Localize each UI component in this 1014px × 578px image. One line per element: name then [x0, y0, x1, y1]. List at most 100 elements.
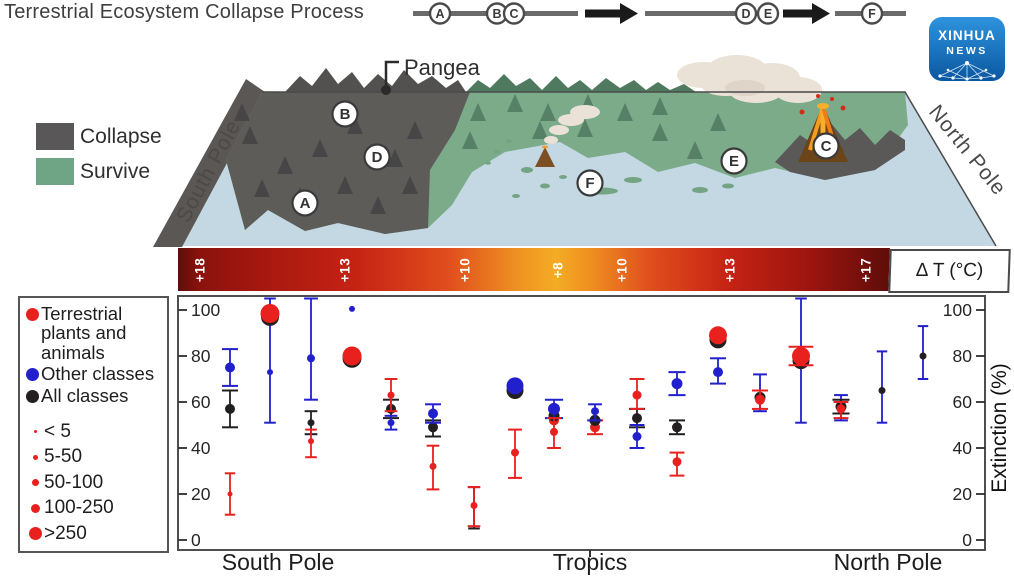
mountain-ridge-gray [285, 68, 466, 92]
left-tick-label: 80 [191, 346, 211, 366]
data-group [506, 377, 524, 479]
blue-data-point [267, 369, 273, 376]
blue-data-point [428, 408, 438, 419]
plot-frame [177, 295, 986, 551]
smoke-cloud [544, 136, 558, 144]
stage-letter: C [509, 7, 518, 21]
stage-letter: F [868, 7, 876, 21]
red-data-point [227, 491, 233, 497]
red-data-point [308, 438, 314, 445]
size-legend-item: 100-250 [26, 496, 163, 522]
colorbar-temp-label: +17 [858, 257, 874, 282]
colorbar-temp-label: +10 [457, 257, 473, 282]
marker-letter: E [729, 153, 739, 170]
marker-circle [331, 100, 359, 128]
extinction-axis-title: Extinction (%) [988, 363, 1011, 493]
data-group [425, 403, 441, 491]
data-group [629, 378, 645, 449]
series-legend-label: Terrestrial plants and animals [41, 303, 127, 363]
blue-data-point [713, 367, 723, 378]
size-legend-item: < 5 [26, 419, 163, 445]
marker-letter: F [585, 175, 594, 192]
data-group [383, 378, 399, 431]
map-marker-D: D [363, 143, 391, 171]
black-data-point [225, 403, 235, 414]
map-marker-E: E [720, 147, 748, 175]
forest-icon [402, 176, 418, 194]
stage-letter: D [741, 7, 750, 21]
series-legend-item: Other classes [26, 364, 163, 384]
timeline-arrow-icon [783, 3, 830, 24]
stage-circle [860, 2, 884, 25]
stage-circle [756, 2, 780, 25]
island [722, 183, 734, 189]
forest-icon [254, 179, 270, 197]
left-tick-label: 60 [191, 392, 211, 412]
red-data-point [470, 502, 478, 509]
forest-icon [347, 116, 363, 134]
marker-letter: C [821, 138, 832, 155]
data-group [222, 348, 238, 516]
data-group [832, 394, 850, 422]
timeline-stage-D: D [734, 2, 758, 25]
logo-background [929, 17, 1005, 81]
stage-circle [502, 2, 526, 25]
size-legend-item: 5-50 [26, 445, 163, 471]
data-group [668, 371, 686, 477]
island [559, 175, 567, 179]
island [521, 167, 533, 173]
data-group [587, 403, 603, 436]
red-data-point [755, 394, 765, 405]
pangea-callout-line [384, 60, 399, 88]
red-data-point [387, 391, 395, 399]
timeline-stage-B: B [485, 2, 509, 25]
delta-t-box: Δ T (°C) [888, 249, 1011, 293]
right-tick-label: 20 [953, 484, 973, 504]
logo-network-nodes [938, 61, 996, 81]
timeline-stage-A: A [428, 2, 452, 25]
island [624, 177, 642, 183]
stage-circle [428, 2, 452, 25]
forest-icon [370, 196, 386, 214]
red-data-point [836, 404, 846, 414]
blue-data-point [387, 419, 395, 427]
size-legend: < 5 5-50 50-100 100-250 >250 [26, 419, 163, 547]
data-group [342, 305, 362, 368]
map-marker-F: F [576, 169, 604, 197]
blue-data-point [671, 378, 683, 390]
map-legend-survive: Survive [36, 158, 162, 185]
right-tick-label: 40 [953, 438, 973, 458]
red-dot-icon [26, 307, 41, 321]
lava-splashes [799, 94, 846, 115]
black-data-point [428, 422, 438, 433]
left-tick-label: 100 [191, 300, 220, 320]
x-axis-label: South Pole [221, 549, 335, 575]
colorbar-temp-label: +18 [192, 257, 208, 282]
red-data-point [429, 462, 437, 470]
survive-swatch [36, 158, 74, 185]
red-data-point [709, 326, 727, 345]
island [506, 139, 512, 143]
extinction-scatter-plot: 0 0 20 20 40 40 60 60 80 80 100 100 [177, 295, 986, 557]
stage-letter: B [492, 7, 501, 21]
island [485, 161, 491, 165]
red-data-point [792, 347, 810, 365]
right-tick-label: 100 [943, 300, 972, 320]
map-marker-C: C [812, 132, 840, 160]
size-legend-label: < 5 [44, 420, 71, 442]
blue-data-point [506, 377, 524, 395]
forest-icon [652, 97, 668, 115]
size-dot-icon [26, 527, 44, 541]
map-marker-B: B [331, 100, 359, 128]
blue-data-point [349, 305, 355, 312]
survive-label: Survive [80, 159, 151, 183]
size-legend-label: 50-100 [44, 471, 104, 493]
forest-icon [470, 103, 486, 121]
size-dot-icon [26, 479, 44, 487]
pangea-callout-dot [381, 85, 391, 95]
page-title: Terrestrial Ecosystem Collapse Process [4, 1, 364, 23]
marker-circle [291, 189, 319, 217]
red-data-point [632, 390, 642, 400]
data-group [876, 350, 888, 424]
forest-icon [617, 103, 633, 121]
